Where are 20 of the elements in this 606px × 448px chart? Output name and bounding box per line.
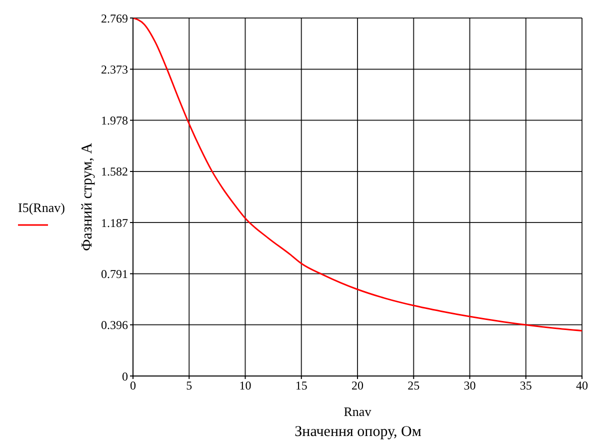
y-tick-label: 0.396 xyxy=(101,318,128,332)
y-tick-label: 1.582 xyxy=(101,164,128,179)
x-tick-label: 20 xyxy=(352,378,364,393)
x-tick-label: 30 xyxy=(464,378,476,393)
text: I5(Rnav) xyxy=(18,200,65,216)
y-tick-label: 0.791 xyxy=(101,266,128,281)
x-tick-label: 25 xyxy=(408,378,420,393)
y-axis-title: Фазний струм, А xyxy=(79,142,96,252)
x-axis-title: Rnav xyxy=(344,404,372,419)
x-tick-label: 5 xyxy=(186,378,192,393)
y-tick-label: 1.187 xyxy=(101,216,128,230)
y-tick-label: 2.769 xyxy=(101,11,128,26)
x-tick-label: 40 xyxy=(576,378,588,393)
y-tick-label: 0 xyxy=(122,369,128,384)
y-tick-label: 2.373 xyxy=(101,62,128,76)
text: Значення опору, Ом xyxy=(294,424,422,441)
x-tick-label: 35 xyxy=(520,378,532,393)
x-tick-label: 15 xyxy=(295,378,308,393)
y-tick-label: 1.978 xyxy=(101,114,128,128)
x-tick-label: 10 xyxy=(239,378,252,393)
